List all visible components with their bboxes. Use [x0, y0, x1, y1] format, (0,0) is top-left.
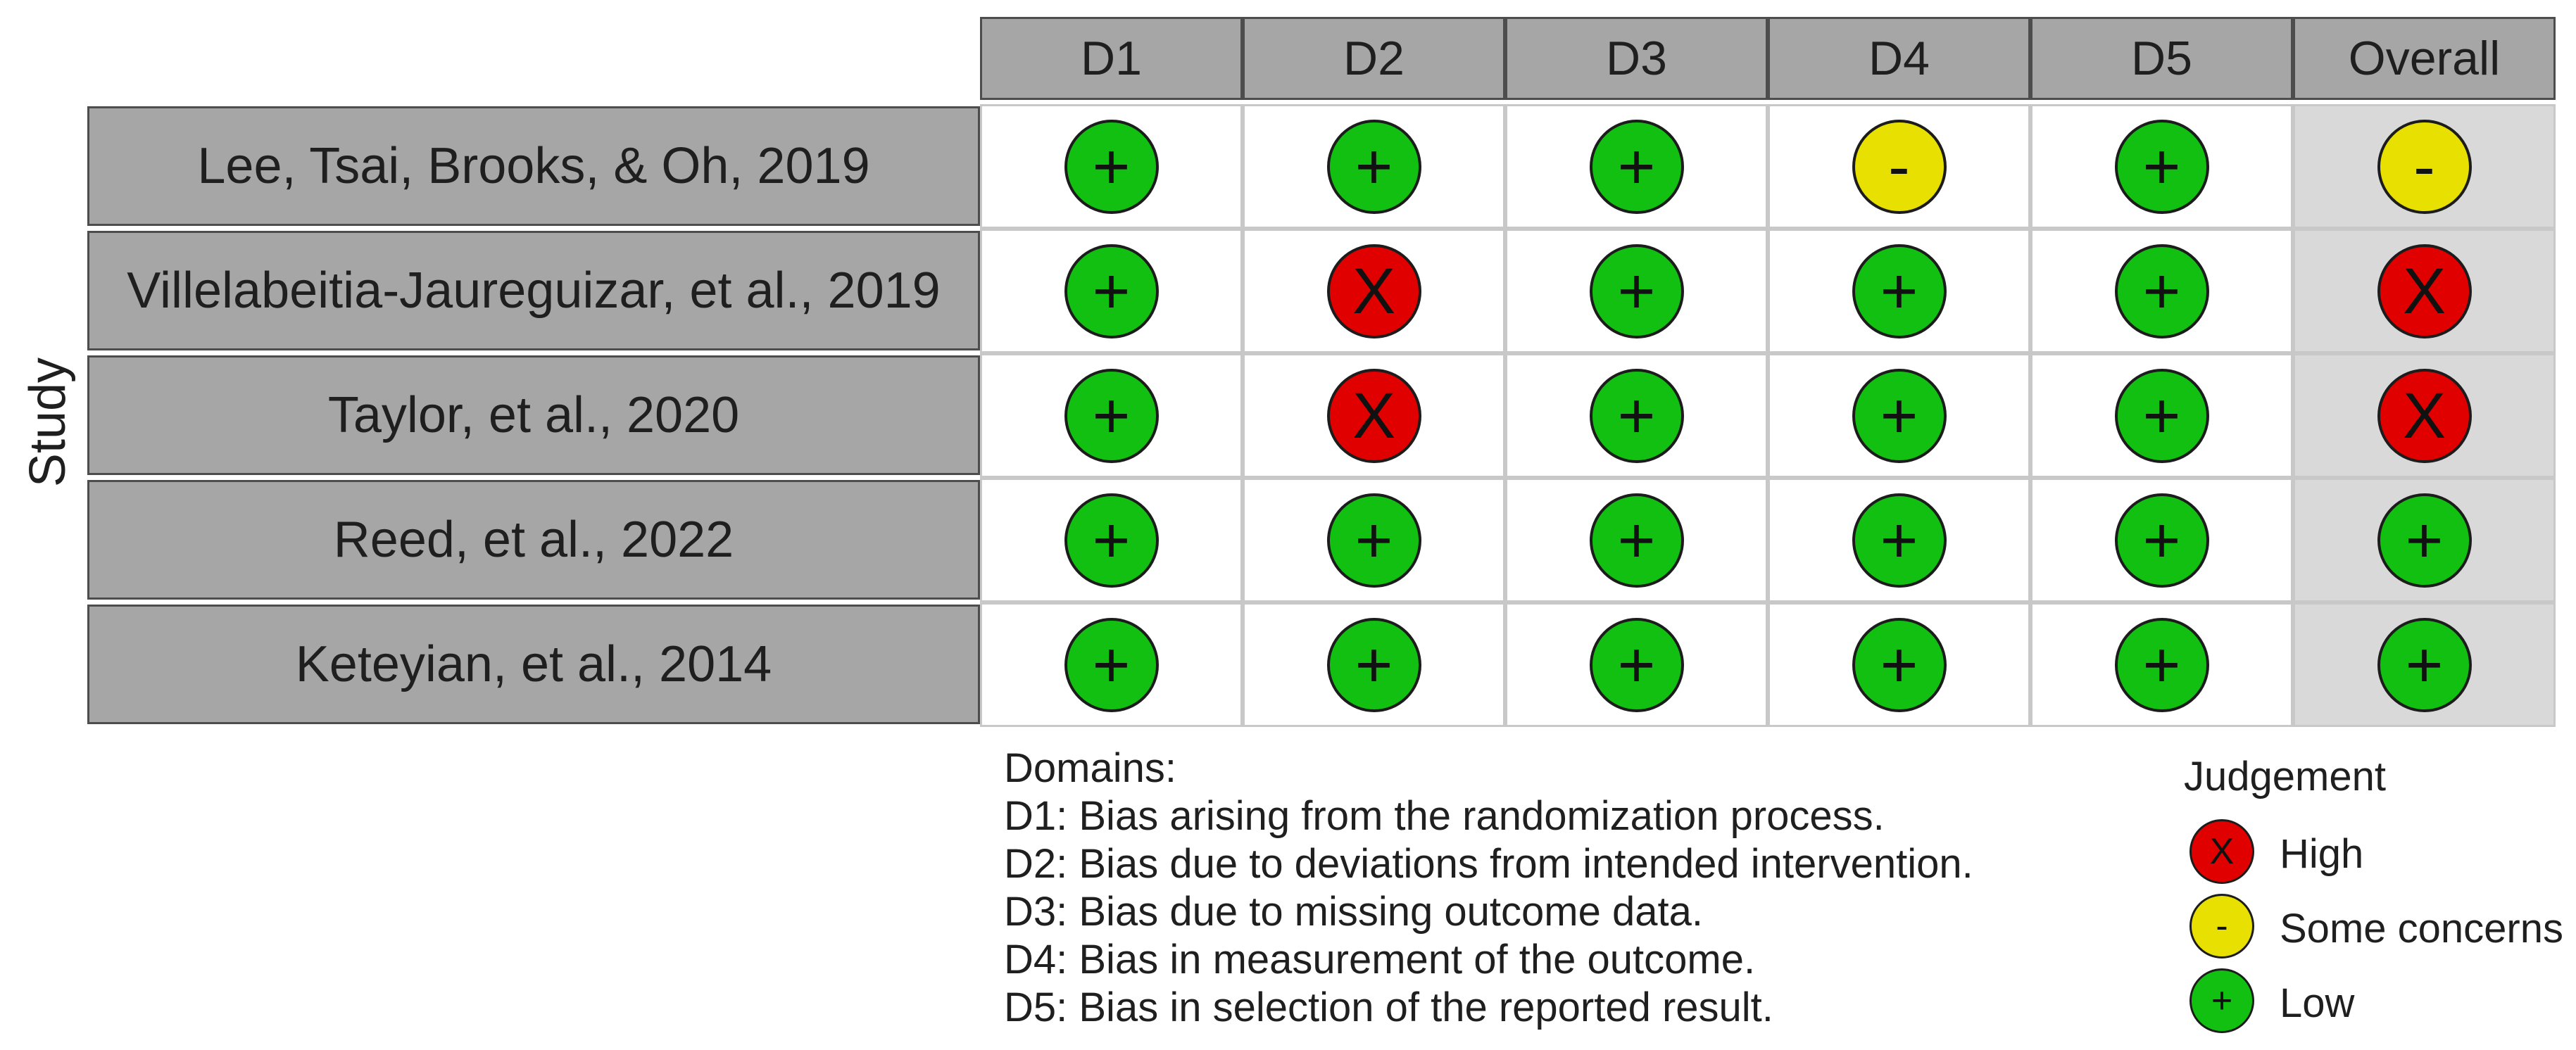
- y-axis-label: Study: [20, 357, 76, 488]
- judgement-mark: +: [1589, 368, 1684, 463]
- low-legend-symbol: +: [2211, 980, 2233, 1021]
- domain-d1-description: D1: Bias arising from the randomization …: [1004, 793, 1885, 839]
- column-header-d2: D2: [1243, 17, 1505, 100]
- judgement-mark: +: [1589, 119, 1684, 214]
- study-label: Villelabeitia-Jaureguizar, et al., 2019: [87, 231, 980, 350]
- judgement-mark: +: [2114, 368, 2209, 463]
- judgement-mark: +: [1852, 493, 1947, 588]
- column-header-d5: D5: [2030, 17, 2293, 100]
- judgement-mark: +: [1064, 243, 1159, 339]
- domain-d5-description: D5: Bias in selection of the reported re…: [1004, 985, 1773, 1030]
- judgement-mark: +: [1064, 368, 1159, 463]
- judgement-mark: +: [1064, 493, 1159, 588]
- judgement-mark: -: [1852, 119, 1947, 214]
- judgement-mark: +: [1852, 243, 1947, 339]
- judgement-mark: +: [1064, 617, 1159, 712]
- study-label: Lee, Tsai, Brooks, & Oh, 2019: [87, 106, 980, 226]
- column-header-d1: D1: [980, 17, 1243, 100]
- domain-d2-description: D2: Bias due to deviations from intended…: [1004, 841, 1973, 887]
- domain-d3-description: D3: Bias due to missing outcome data.: [1004, 889, 1703, 935]
- study-label: Reed, et al., 2022: [87, 480, 980, 600]
- study-label: Keteyian, et al., 2014: [87, 605, 980, 724]
- judgement-mark: +: [2114, 493, 2209, 588]
- judgement-mark: -: [2377, 119, 2472, 214]
- column-header-overall: Overall: [2293, 17, 2556, 100]
- column-header-d4: D4: [1768, 17, 2030, 100]
- judgement-mark: +: [2377, 493, 2472, 588]
- judgement-legend-title: Judgement: [2184, 754, 2386, 799]
- low-legend-icon: +: [2189, 968, 2254, 1033]
- judgement-mark: +: [1326, 493, 1421, 588]
- high-legend-label: High: [2280, 831, 2364, 877]
- judgement-mark: +: [2114, 243, 2209, 339]
- judgement-mark: +: [1589, 617, 1684, 712]
- judgement-mark: +: [2377, 617, 2472, 712]
- judgement-mark: +: [1852, 617, 1947, 712]
- some-concerns-legend-symbol: -: [2216, 906, 2228, 947]
- low-legend-label: Low: [2280, 980, 2355, 1026]
- judgement-mark: +: [1589, 243, 1684, 339]
- some-concerns-legend-label: Some concerns: [2280, 906, 2563, 951]
- judgement-mark: +: [1326, 119, 1421, 214]
- high-legend-icon: X: [2189, 819, 2254, 884]
- study-label: Taylor, et al., 2020: [87, 355, 980, 475]
- judgement-mark: +: [1064, 119, 1159, 214]
- judgement-mark: X: [1326, 243, 1421, 339]
- domain-d4-description: D4: Bias in measurement of the outcome.: [1004, 937, 1756, 982]
- judgement-mark: +: [2114, 617, 2209, 712]
- domains-heading: Domains:: [1004, 745, 1176, 791]
- judgement-mark: +: [2114, 119, 2209, 214]
- some-concerns-legend-icon: -: [2189, 894, 2254, 959]
- judgement-mark: X: [2377, 368, 2472, 463]
- judgement-mark: +: [1326, 617, 1421, 712]
- judgement-mark: X: [2377, 243, 2472, 339]
- judgement-mark: +: [1589, 493, 1684, 588]
- column-header-d3: D3: [1505, 17, 1768, 100]
- judgement-mark: +: [1852, 368, 1947, 463]
- high-legend-symbol: X: [2209, 831, 2235, 872]
- judgement-mark: X: [1326, 368, 1421, 463]
